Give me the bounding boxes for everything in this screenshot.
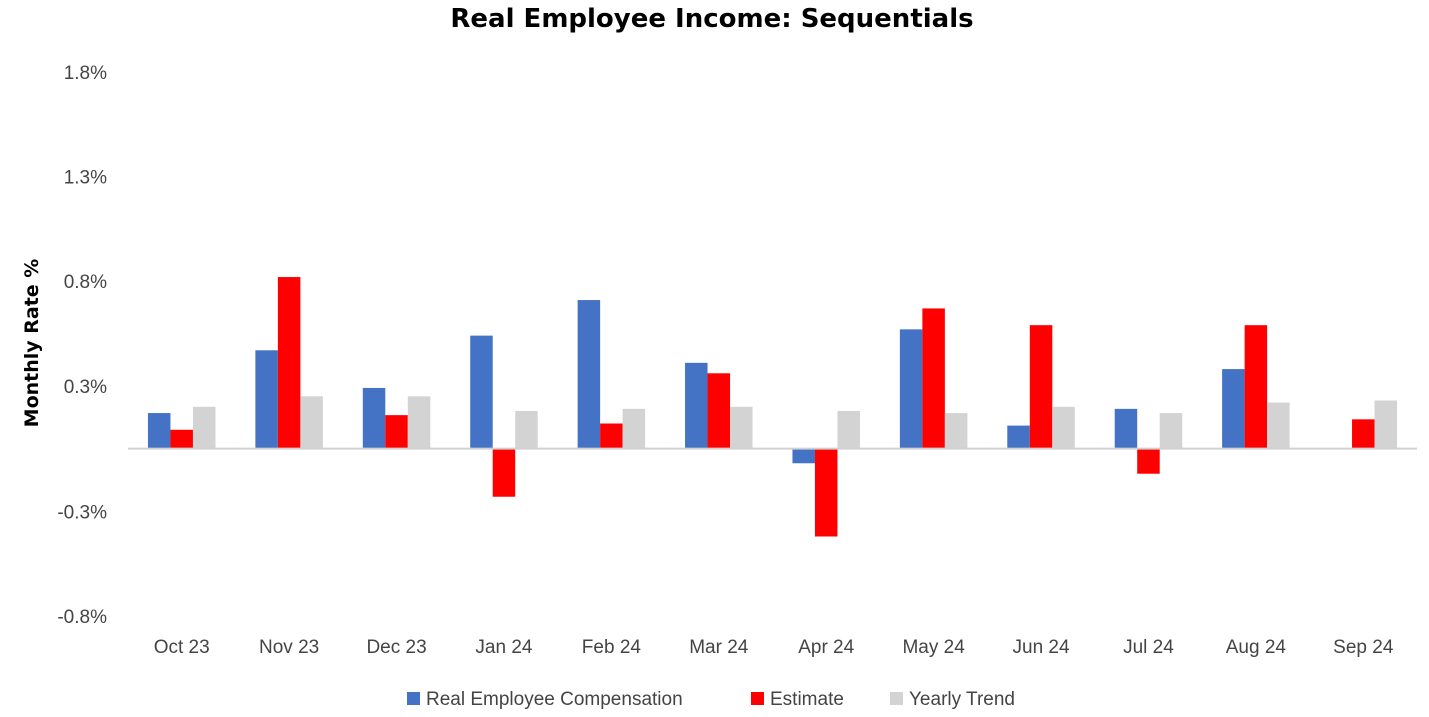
bar-real-employee-compensation: [1222, 369, 1245, 449]
y-tick-label: 0.3%: [64, 377, 107, 398]
bar-estimate: [277, 277, 301, 449]
bar-yearly-trend: [622, 408, 646, 449]
bar-estimate: [170, 429, 193, 449]
bar-estimate: [922, 308, 945, 449]
bar-estimate: [814, 448, 838, 537]
bar-estimate: [707, 373, 731, 449]
x-tick-label: Apr 24: [798, 637, 854, 658]
legend: Real Employee Compensation Estimate Yearly…: [407, 689, 1015, 710]
bar-real-employee-compensation: [362, 387, 386, 449]
x-tick-label: Jan 24: [475, 637, 532, 658]
x-tick-label: Dec 23: [366, 637, 426, 658]
y-axis-ticks: 1.8% 1.3% 0.8% 0.3% -0.3% -0.8%: [57, 63, 107, 628]
x-tick-label: Nov 23: [259, 637, 319, 658]
bar-yearly-trend: [1052, 406, 1075, 449]
chart-title: Real Employee Income: Sequentials: [450, 4, 973, 34]
bar-yearly-trend: [192, 406, 216, 449]
bar-yearly-trend: [1374, 400, 1398, 449]
bar-yearly-trend: [837, 410, 860, 449]
bar-real-employee-compensation: [685, 362, 708, 449]
bar-estimate: [1352, 419, 1375, 449]
bar-estimate: [1137, 448, 1160, 474]
legend-swatch-real-employee-compensation: [407, 692, 420, 705]
bar-yearly-trend: [1159, 413, 1183, 449]
bar-estimate: [1029, 325, 1053, 449]
bar-real-employee-compensation: [577, 300, 601, 449]
x-tick-label: Aug 24: [1226, 637, 1287, 658]
bar-estimate: [492, 448, 516, 497]
x-tick-label: May 24: [902, 637, 965, 658]
bar-real-employee-compensation: [1114, 408, 1138, 449]
x-tick-label: Sep 24: [1333, 637, 1394, 658]
bar-real-employee-compensation: [255, 350, 278, 449]
bar-yearly-trend: [300, 396, 323, 449]
x-tick-label: Feb 24: [582, 637, 642, 658]
bar-real-employee-compensation: [792, 448, 815, 464]
y-tick-label: 1.8%: [64, 63, 107, 84]
bar-yearly-trend: [407, 396, 431, 449]
bar-yearly-trend: [730, 406, 753, 449]
bar-real-employee-compensation: [147, 413, 171, 449]
x-tick-label: Oct 23: [154, 637, 210, 658]
y-axis-label: Monthly Rate %: [21, 259, 43, 428]
bar-yearly-trend: [1267, 402, 1290, 449]
bar-estimate: [1244, 325, 1268, 449]
legend-label-yearly-trend: Yearly Trend: [909, 689, 1015, 710]
x-axis-ticks: Oct 23 Nov 23 Dec 23 Jan 24 Feb 24 Mar 24 Apr …: [154, 637, 1394, 658]
bars: [147, 277, 1398, 537]
bar-real-employee-compensation: [1007, 425, 1030, 449]
bar-estimate: [600, 423, 623, 449]
bar-real-employee-compensation: [470, 335, 493, 449]
legend-swatch-yearly-trend: [890, 692, 903, 705]
x-tick-label: Jun 24: [1013, 637, 1070, 658]
y-tick-label: 0.8%: [64, 272, 107, 293]
x-tick-label: Mar 24: [689, 637, 749, 658]
y-tick-label: -0.3%: [57, 502, 107, 523]
y-tick-label: 1.3%: [64, 168, 107, 189]
legend-swatch-estimate: [751, 692, 764, 705]
bar-real-employee-compensation: [899, 329, 923, 449]
bar-yearly-trend: [944, 413, 968, 449]
y-tick-label: -0.8%: [57, 607, 107, 628]
bar-yearly-trend: [515, 410, 538, 449]
x-tick-label: Jul 24: [1123, 637, 1174, 658]
bar-estimate: [385, 415, 408, 449]
legend-label-estimate: Estimate: [770, 689, 844, 710]
legend-label-real-employee-compensation: Real Employee Compensation: [426, 689, 683, 710]
